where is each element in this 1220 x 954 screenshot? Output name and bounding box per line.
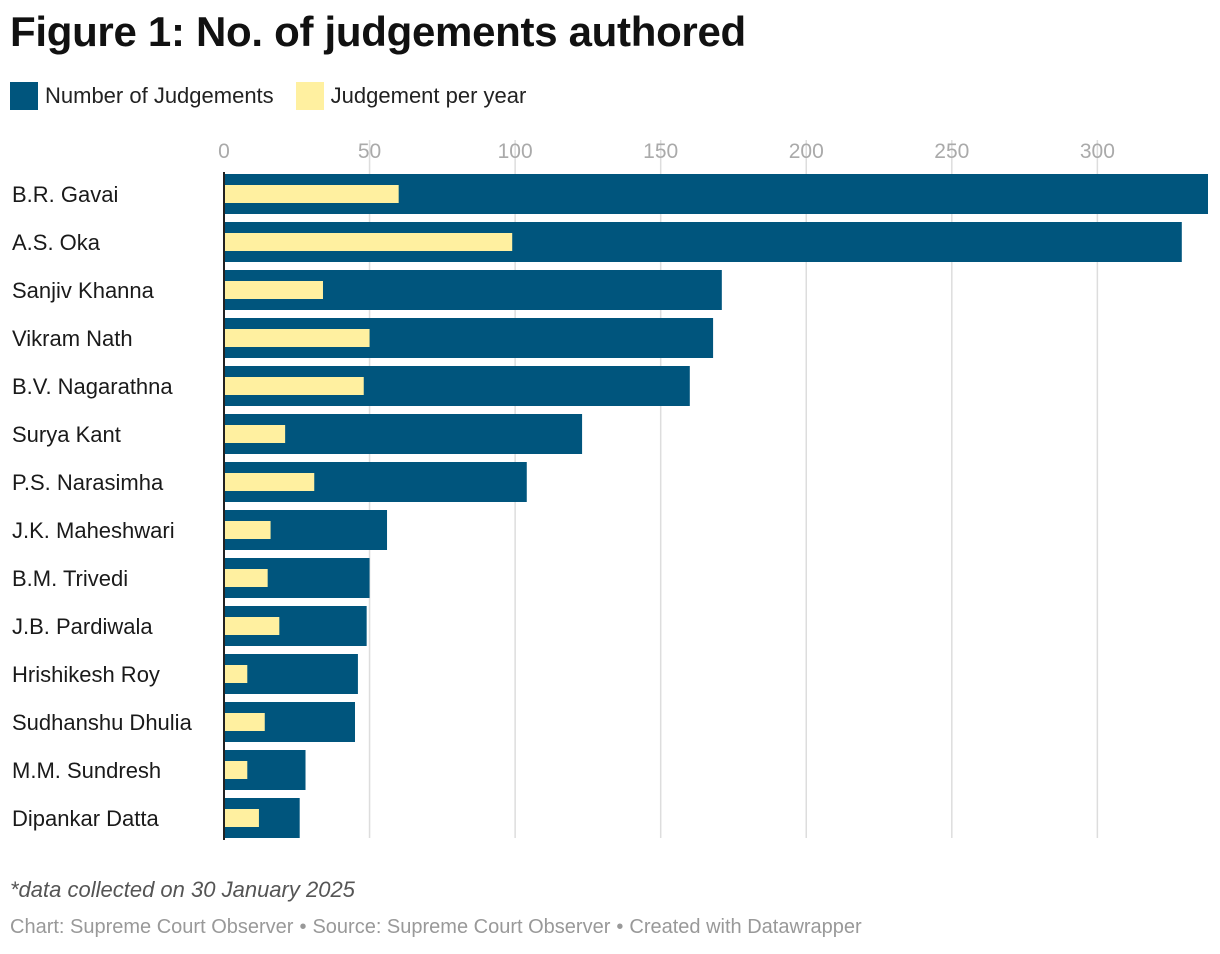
- bar-judgement-per-year-sanjiv-khanna: [224, 281, 323, 299]
- bar-judgement-per-year-p-s-narasimha: [224, 473, 315, 491]
- legend-swatch-judgement-per-year: [295, 82, 324, 110]
- legend: Number of Judgements Judgement per year: [10, 82, 548, 110]
- legend-item-judgement-per-year: Judgement per year: [295, 82, 527, 110]
- legend-label-number-of-judgements: Number of Judgements: [45, 83, 274, 108]
- bar-judgement-per-year-j-b-pardiwala: [224, 617, 280, 635]
- bar-judgement-per-year-surya-kant: [224, 425, 286, 443]
- bar-judgement-per-year-b-m-trivedi: [224, 569, 268, 587]
- bar-judgement-per-year-b-r-gavai: [224, 185, 399, 203]
- x-tick-label-250: 250: [934, 140, 969, 163]
- x-tick-label-200: 200: [789, 140, 824, 163]
- bar-judgement-per-year-m-m-sundresh: [224, 761, 248, 779]
- category-label-m-m-sundresh: M.M. Sundresh: [12, 758, 161, 783]
- category-label-sanjiv-khanna: Sanjiv Khanna: [12, 278, 155, 303]
- category-label-sudhanshu-dhulia: Sudhanshu Dhulia: [12, 710, 193, 735]
- bar-judgement-per-year-dipankar-datta: [224, 809, 259, 827]
- credits-line: Chart: Supreme Court Observer • Source: Su…: [10, 916, 862, 939]
- category-label-hrishikesh-roy: Hrishikesh Roy: [12, 662, 160, 687]
- credit-source: Source: Supreme Court Observer: [312, 916, 611, 938]
- credit-separator-1: •: [299, 916, 307, 938]
- legend-swatch-number-of-judgements: [10, 82, 38, 110]
- legend-label-judgement-per-year: Judgement per year: [330, 83, 527, 108]
- category-label-b-v-nagarathna: B.V. Nagarathna: [12, 374, 173, 399]
- chart-title: Figure 1: No. of judgements authored: [10, 8, 746, 55]
- bar-judgement-per-year-b-v-nagarathna: [224, 377, 364, 395]
- category-label-surya-kant: Surya Kant: [12, 422, 121, 447]
- x-tick-label-0: 0: [218, 140, 230, 163]
- bar-judgement-per-year-j-k-maheshwari: [224, 521, 271, 539]
- category-label-j-b-pardiwala: J.B. Pardiwala: [12, 614, 153, 639]
- credit-chart: Chart: Supreme Court Observer: [10, 916, 294, 938]
- bar-chart: 0 50 100 150 200 250 300 B.R. Gavai A.S. Oka Sanj…: [12, 140, 1208, 840]
- x-tick-label-100: 100: [498, 140, 533, 163]
- category-label-b-m-trivedi: B.M. Trivedi: [12, 566, 128, 591]
- category-label-dipankar-datta: Dipankar Datta: [12, 806, 160, 831]
- category-label-a-s-oka: A.S. Oka: [12, 230, 101, 255]
- x-tick-label-300: 300: [1080, 140, 1115, 163]
- footnote: *data collected on 30 January 2025: [10, 877, 355, 902]
- credit-created-with: Created with Datawrapper: [629, 916, 862, 938]
- x-tick-label-150: 150: [643, 140, 678, 163]
- bar-judgement-per-year-sudhanshu-dhulia: [224, 713, 265, 731]
- bar-judgement-per-year-vikram-nath: [224, 329, 370, 347]
- bar-judgement-per-year-hrishikesh-roy: [224, 665, 248, 683]
- legend-item-number-of-judgements: Number of Judgements: [10, 82, 274, 110]
- x-tick-label-50: 50: [358, 140, 381, 163]
- category-label-b-r-gavai: B.R. Gavai: [12, 182, 118, 207]
- category-label-vikram-nath: Vikram Nath: [12, 326, 133, 351]
- category-label-p-s-narasimha: P.S. Narasimha: [12, 470, 164, 495]
- credit-separator-2: •: [616, 916, 624, 938]
- bar-judgement-per-year-a-s-oka: [224, 233, 513, 251]
- category-label-j-k-maheshwari: J.K. Maheshwari: [12, 518, 175, 543]
